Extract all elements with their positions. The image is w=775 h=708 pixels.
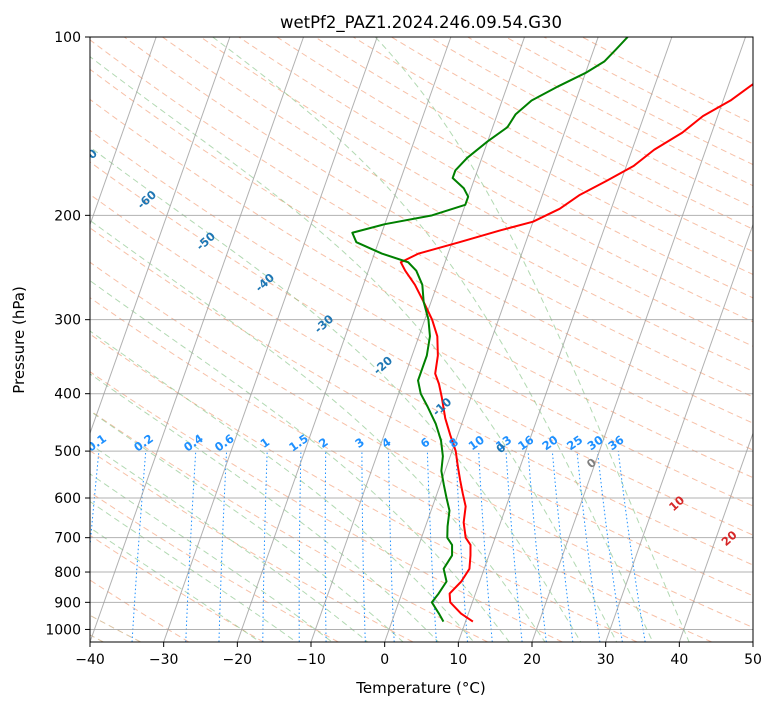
isotherm-line bbox=[457, 37, 673, 642]
y-tick-label: 600 bbox=[54, 491, 81, 507]
plot-frame bbox=[89, 36, 754, 643]
isotherm-line bbox=[678, 431, 753, 642]
x-axis: −40 −30 −20 −10 0 10 20 30 40 50 bbox=[75, 642, 762, 668]
dry-adiabat-line bbox=[276, 37, 753, 299]
dry-adiabat-line bbox=[90, 193, 753, 566]
mixing-ratio-line bbox=[617, 451, 646, 642]
isotherm-line bbox=[90, 37, 231, 435]
x-tick-label: 30 bbox=[597, 652, 615, 668]
x-tick-label: 0 bbox=[380, 652, 389, 668]
dry-adiabat-line bbox=[90, 98, 753, 479]
dry-adiabat-line bbox=[90, 371, 563, 642]
moist-adiabat-line bbox=[90, 330, 475, 642]
dry-adiabat-line bbox=[90, 297, 712, 642]
dry-adiabat-line bbox=[391, 37, 753, 230]
dry-adiabat-line bbox=[200, 37, 753, 347]
y-axis: 100 200 300 400 500 600 700 800 900 1000 bbox=[45, 30, 90, 638]
dewpoint-line bbox=[351, 37, 629, 623]
moist-adiabat-line bbox=[90, 280, 510, 642]
dry-adiabat-line bbox=[90, 534, 264, 642]
dry-adiabat-line bbox=[90, 68, 753, 451]
moist-adiabat-line bbox=[90, 56, 618, 642]
y-tick-label: 500 bbox=[54, 444, 81, 460]
dry-adiabat-line bbox=[314, 37, 753, 276]
x-axis-label: Temperature (°C) bbox=[355, 679, 485, 697]
y-tick-label: 100 bbox=[54, 30, 81, 46]
isotherm-line bbox=[384, 37, 599, 642]
x-tick-label: −40 bbox=[75, 652, 105, 668]
x-tick-label: 20 bbox=[523, 652, 541, 668]
y-tick-label: 400 bbox=[54, 387, 81, 403]
moist-adiabat-line bbox=[90, 219, 546, 642]
temperature-line bbox=[399, 83, 753, 623]
moist-adiabat-line bbox=[212, 37, 654, 642]
isotherm-line bbox=[310, 37, 526, 642]
x-tick-label: −30 bbox=[149, 652, 179, 668]
moist-adiabat-line bbox=[374, 37, 690, 642]
y-tick-label: 700 bbox=[54, 531, 81, 547]
y-tick-label: 900 bbox=[54, 595, 81, 611]
dry-adiabat-line bbox=[543, 37, 753, 145]
dry-adiabat-line bbox=[352, 37, 753, 253]
isotherm-line bbox=[531, 37, 747, 642]
dry-adiabat-line bbox=[429, 37, 753, 208]
isotherm-line bbox=[163, 37, 378, 642]
grid-lines bbox=[90, 37, 753, 642]
isotherm-line bbox=[90, 37, 157, 227]
mixing-ratio-line bbox=[551, 451, 574, 642]
moist-adiabat-line bbox=[90, 410, 404, 642]
isotherm-line bbox=[90, 37, 305, 642]
y-tick-label: 300 bbox=[54, 313, 81, 329]
chart-title: wetPf2_PAZ1.2024.246.09.54.G30 bbox=[280, 13, 562, 33]
x-tick-label: 50 bbox=[744, 652, 762, 668]
background-lines bbox=[90, 37, 753, 642]
y-tick-label: 1000 bbox=[45, 622, 81, 638]
moist-adiabat-line bbox=[90, 373, 439, 642]
dry-adiabat-line bbox=[162, 37, 753, 372]
x-tick-label: −20 bbox=[223, 652, 253, 668]
isotherm-line bbox=[236, 37, 452, 642]
dry-adiabat-line bbox=[90, 161, 753, 536]
data-series bbox=[351, 37, 753, 623]
mixing-ratio-line bbox=[597, 451, 623, 642]
dry-adiabat-line bbox=[90, 39, 753, 424]
x-tick-label: 40 bbox=[670, 652, 688, 668]
moist-adiabat-line bbox=[90, 527, 261, 642]
dry-adiabat-line bbox=[238, 37, 753, 323]
dry-adiabat-line bbox=[90, 227, 753, 597]
moist-adiabat-label: -70 bbox=[75, 146, 100, 170]
x-tick-label: 10 bbox=[449, 652, 467, 668]
x-tick-label: −10 bbox=[296, 652, 326, 668]
y-axis-label: Pressure (hPa) bbox=[10, 286, 28, 394]
moist-adiabat-line bbox=[90, 443, 368, 642]
y-tick-label: 200 bbox=[54, 208, 81, 224]
dry-adiabat-line bbox=[467, 37, 753, 187]
dry-adiabat-line bbox=[505, 37, 753, 166]
isotherm-line bbox=[605, 223, 753, 642]
mixing-ratio-line bbox=[576, 451, 601, 642]
dry-adiabat-line bbox=[123, 37, 753, 398]
dry-adiabat-line bbox=[90, 261, 753, 629]
moist-adiabat-line bbox=[90, 146, 582, 642]
y-tick-label: 800 bbox=[54, 565, 81, 581]
